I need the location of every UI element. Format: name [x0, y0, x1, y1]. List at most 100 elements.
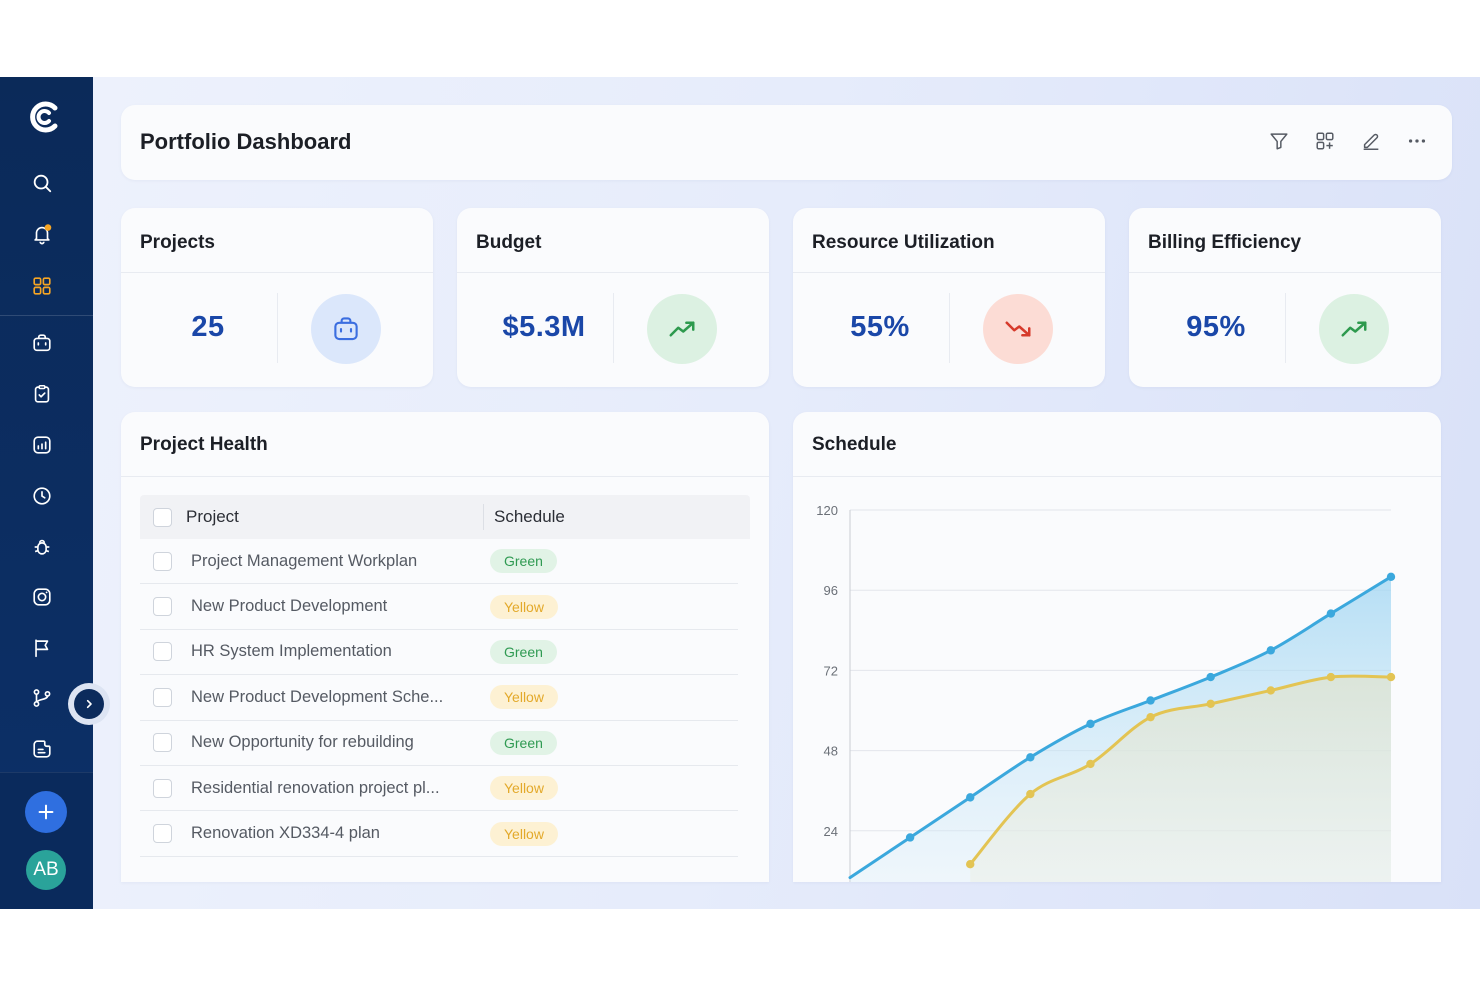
data-point[interactable]	[1086, 759, 1095, 769]
bell-icon[interactable]	[28, 220, 56, 248]
schedule-status-badge: Yellow	[490, 776, 558, 801]
data-point[interactable]	[1266, 686, 1275, 695]
add-button[interactable]	[25, 791, 67, 833]
trend-down-icon	[983, 294, 1053, 364]
schedule-status-badge: Yellow	[490, 685, 558, 710]
data-point[interactable]	[1386, 672, 1396, 682]
project-health-panel: Project Health Project Schedule Project …	[121, 412, 769, 882]
data-point[interactable]	[1326, 672, 1336, 682]
sidebar-divider	[0, 315, 93, 316]
app-logo-icon[interactable]	[27, 99, 63, 135]
stat-title: Projects	[140, 232, 215, 253]
clipboard-check-icon[interactable]	[28, 380, 56, 408]
sidebar-expand-button[interactable]	[68, 683, 110, 725]
header-bar: Portfolio Dashboard	[121, 105, 1452, 180]
grid-add-icon[interactable]	[1314, 130, 1336, 152]
project-name: Renovation XD334-4 plan	[191, 824, 380, 843]
data-point[interactable]	[966, 793, 975, 802]
stat-value: $5.3M	[502, 311, 586, 343]
row-checkbox[interactable]	[153, 642, 172, 662]
trend-up-icon	[647, 294, 717, 364]
series-line	[848, 575, 1393, 880]
project-name: New Product Development	[191, 597, 388, 616]
project-name: Residential renovation project pl...	[191, 778, 440, 797]
data-point[interactable]	[1266, 646, 1275, 655]
row-checkbox[interactable]	[153, 551, 172, 571]
notes-icon[interactable]	[28, 735, 56, 763]
column-header-schedule[interactable]: Schedule	[494, 507, 565, 526]
more-icon[interactable]	[1406, 130, 1428, 152]
data-point[interactable]	[1026, 753, 1035, 762]
panel-title: Project Health	[140, 434, 268, 455]
filter-icon[interactable]	[1268, 130, 1290, 152]
git-branch-icon[interactable]	[28, 684, 56, 712]
schedule-status-badge: Green	[490, 639, 557, 664]
stat-value: 95%	[1186, 311, 1246, 343]
stat-card-resource-utilization: Resource Utilization 55%	[793, 208, 1105, 387]
trend-up-icon	[1319, 294, 1389, 364]
data-point[interactable]	[1326, 609, 1336, 618]
data-point[interactable]	[1146, 712, 1155, 722]
data-point[interactable]	[1026, 789, 1035, 799]
project-name: Project Management Workplan	[191, 551, 418, 570]
table-row[interactable]: New Opportunity for rebuilding Green	[140, 721, 738, 766]
project-name: HR System Implementation	[191, 642, 392, 661]
stat-value: 55%	[850, 311, 910, 343]
schedule-status-badge: Green	[490, 730, 557, 755]
table-row[interactable]: Residential renovation project pl... Yell…	[140, 766, 738, 812]
row-checkbox[interactable]	[153, 597, 172, 617]
y-tick-label: 48	[824, 744, 838, 759]
data-point[interactable]	[1086, 719, 1095, 729]
table-row[interactable]: Renovation XD334-4 plan Yellow	[140, 811, 738, 857]
avatar[interactable]: AB	[26, 850, 66, 890]
project-health-table: Project Schedule Project Management Work…	[140, 495, 750, 857]
select-all-checkbox[interactable]	[153, 507, 172, 527]
chevron-right-icon	[86, 699, 92, 709]
schedule-panel: Schedule 24 48 72 96 120	[793, 412, 1441, 882]
table-header: Project Schedule	[140, 495, 750, 539]
table-row[interactable]: New Product Development Yellow	[140, 584, 738, 630]
row-checkbox[interactable]	[153, 824, 172, 844]
search-icon[interactable]	[28, 169, 56, 197]
data-point[interactable]	[1146, 696, 1155, 705]
series-area	[970, 676, 1391, 882]
flag-icon[interactable]	[28, 634, 56, 662]
panel-title: Schedule	[812, 434, 897, 455]
schedule-status-badge: Yellow	[490, 821, 558, 846]
dashboard-icon[interactable]	[28, 272, 56, 300]
row-checkbox[interactable]	[153, 778, 172, 798]
instagram-icon[interactable]	[28, 583, 56, 611]
schedule-status-badge: Yellow	[490, 594, 558, 619]
sidebar: AB	[0, 77, 93, 909]
briefcase-icon[interactable]	[28, 329, 56, 357]
edit-icon[interactable]	[1360, 130, 1382, 152]
schedule-chart: 24 48 72 96 120	[816, 503, 1396, 882]
stat-title: Resource Utilization	[812, 232, 995, 253]
briefcase-icon	[311, 294, 381, 364]
table-row[interactable]: Project Management Workplan Green	[140, 539, 738, 585]
data-point[interactable]	[966, 860, 975, 869]
stat-card-billing-efficiency: Billing Efficiency 95%	[1129, 208, 1441, 387]
y-tick-label: 96	[824, 583, 838, 598]
stat-card-projects: Projects 25	[121, 208, 433, 387]
chart-icon[interactable]	[28, 431, 56, 459]
project-name: New Product Development Sche...	[191, 687, 444, 706]
row-checkbox[interactable]	[153, 687, 172, 707]
column-header-project[interactable]: Project	[172, 504, 484, 530]
stat-title: Budget	[476, 232, 542, 253]
bug-icon[interactable]	[28, 533, 56, 561]
page-title: Portfolio Dashboard	[140, 129, 352, 154]
clock-icon[interactable]	[28, 482, 56, 510]
table-row[interactable]: New Product Development Sche... Yellow	[140, 675, 738, 721]
data-point[interactable]	[1206, 672, 1215, 682]
project-name: New Opportunity for rebuilding	[191, 733, 414, 752]
y-tick-label: 24	[824, 824, 838, 839]
row-checkbox[interactable]	[153, 733, 172, 753]
stat-value: 25	[191, 311, 225, 343]
data-point[interactable]	[905, 833, 915, 842]
table-row[interactable]: HR System Implementation Green	[140, 630, 738, 676]
y-tick-label: 72	[824, 663, 838, 678]
data-point[interactable]	[1386, 572, 1396, 582]
data-point[interactable]	[1206, 699, 1215, 709]
plus-icon	[38, 804, 54, 820]
